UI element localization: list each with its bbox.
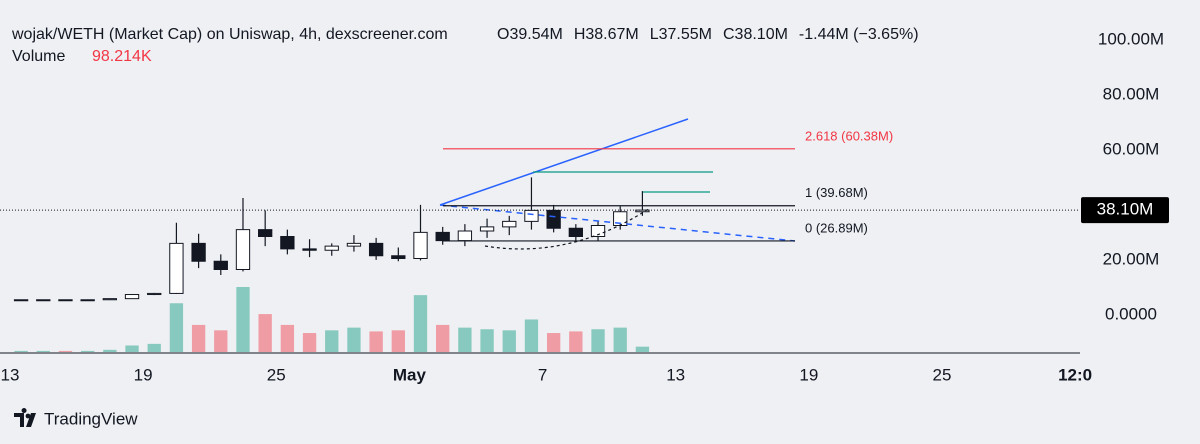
x-tick-label: 12:0 bbox=[1058, 365, 1092, 384]
y-tick-label: 0.0000 bbox=[1105, 304, 1157, 323]
volume-bar bbox=[569, 331, 583, 352]
ohlc-label: O39.54M bbox=[497, 26, 563, 43]
x-tick-label: 25 bbox=[267, 365, 286, 384]
plot-area bbox=[13, 177, 650, 352]
candle-body bbox=[568, 227, 583, 237]
volume-bar bbox=[36, 350, 50, 352]
candle-body bbox=[546, 209, 561, 229]
candle-body bbox=[102, 298, 117, 301]
candle-body bbox=[435, 231, 450, 242]
candle-body bbox=[590, 225, 606, 237]
fib-label: 2.618 (60.38M) bbox=[805, 128, 893, 143]
volume-bar bbox=[169, 303, 184, 352]
x-tick-label: 25 bbox=[933, 365, 952, 384]
volume-bar bbox=[546, 333, 561, 352]
volume-bar bbox=[591, 329, 605, 352]
volume-value: 98.214K bbox=[92, 48, 152, 65]
candle-body bbox=[368, 242, 384, 257]
volume-bar bbox=[436, 324, 450, 352]
volume-bar bbox=[258, 314, 272, 352]
volume-bar bbox=[347, 327, 361, 352]
fib-label: 1 (39.68M) bbox=[805, 185, 868, 200]
ohlc-label: H38.67M bbox=[574, 26, 639, 43]
x-tick-label: 13 bbox=[666, 365, 685, 384]
trend-line bbox=[439, 118, 689, 206]
y-tick-label: 60.00M bbox=[1103, 139, 1160, 158]
header-title: wojak/WETH (Market Cap) on Uniswap, 4h, … bbox=[11, 26, 448, 43]
volume-bar bbox=[635, 346, 650, 352]
ohlc-label: L37.55M bbox=[650, 26, 712, 43]
candle-body bbox=[324, 245, 339, 251]
candle-body bbox=[457, 230, 473, 242]
candle-body bbox=[235, 229, 251, 270]
volume-bar bbox=[369, 331, 383, 352]
candle-body bbox=[169, 242, 184, 294]
volume-bar bbox=[125, 345, 139, 352]
brand: TradingView bbox=[44, 409, 138, 428]
candle-body bbox=[346, 242, 362, 247]
candle-body bbox=[58, 299, 73, 302]
volume-bar bbox=[502, 330, 516, 352]
last-price-label: 38.10M bbox=[1097, 200, 1154, 219]
x-tick-label: 19 bbox=[134, 365, 153, 384]
logo bbox=[14, 408, 36, 427]
candle-body bbox=[524, 209, 539, 222]
volume-bar bbox=[480, 329, 494, 352]
ohlc-label: C38.10M bbox=[723, 26, 788, 43]
trend-line bbox=[439, 204, 796, 242]
volume-bar bbox=[58, 350, 73, 352]
volume-title: Volume bbox=[12, 48, 65, 65]
volume-bar bbox=[391, 330, 405, 352]
volume-bar bbox=[458, 327, 472, 352]
x-tick-label: 13 bbox=[1, 365, 20, 384]
candle-body bbox=[124, 294, 140, 300]
x-tick-label: 19 bbox=[799, 365, 818, 384]
candle-body bbox=[502, 220, 517, 228]
fib-label: 0 (26.89M) bbox=[805, 220, 868, 235]
volume-bar bbox=[80, 350, 95, 352]
candle-body bbox=[36, 299, 51, 302]
candle-body bbox=[147, 292, 162, 296]
change-label: -1.44M (−3.65%) bbox=[799, 26, 919, 43]
candle-body bbox=[391, 255, 406, 259]
volume-bar bbox=[103, 349, 117, 352]
x-tick-label: May bbox=[393, 365, 427, 384]
volume-bar bbox=[325, 330, 339, 352]
ohlc-row: O39.54M H38.67M L37.55M C38.10M -1.44M (−3.6… bbox=[497, 26, 919, 43]
candle-body bbox=[80, 299, 95, 302]
cup-curve bbox=[484, 207, 651, 250]
candle-body bbox=[479, 226, 495, 232]
volume-bar bbox=[147, 343, 161, 352]
candle-body bbox=[302, 248, 317, 251]
candle-body bbox=[258, 229, 273, 237]
volume-bar bbox=[214, 330, 228, 352]
candle-body bbox=[413, 231, 428, 259]
candle-body bbox=[280, 236, 295, 250]
last-price-box bbox=[1081, 197, 1169, 224]
volume-bar bbox=[413, 295, 428, 352]
volume-bar bbox=[524, 319, 539, 352]
volume-bar bbox=[613, 327, 627, 352]
y-tick-label: 20.00M bbox=[1103, 249, 1160, 268]
volume-bar bbox=[191, 324, 206, 352]
y-tick-label: 100.00M bbox=[1098, 29, 1164, 48]
x-tick-label: 7 bbox=[538, 365, 547, 384]
volume-bar bbox=[14, 350, 28, 352]
candle-body bbox=[13, 299, 29, 302]
candle-body bbox=[213, 260, 228, 270]
volume-bar bbox=[302, 333, 317, 352]
volume-bar bbox=[236, 287, 250, 352]
candle-body bbox=[191, 242, 206, 262]
y-tick-label: 80.00M bbox=[1103, 84, 1160, 103]
volume-bar bbox=[280, 324, 295, 352]
